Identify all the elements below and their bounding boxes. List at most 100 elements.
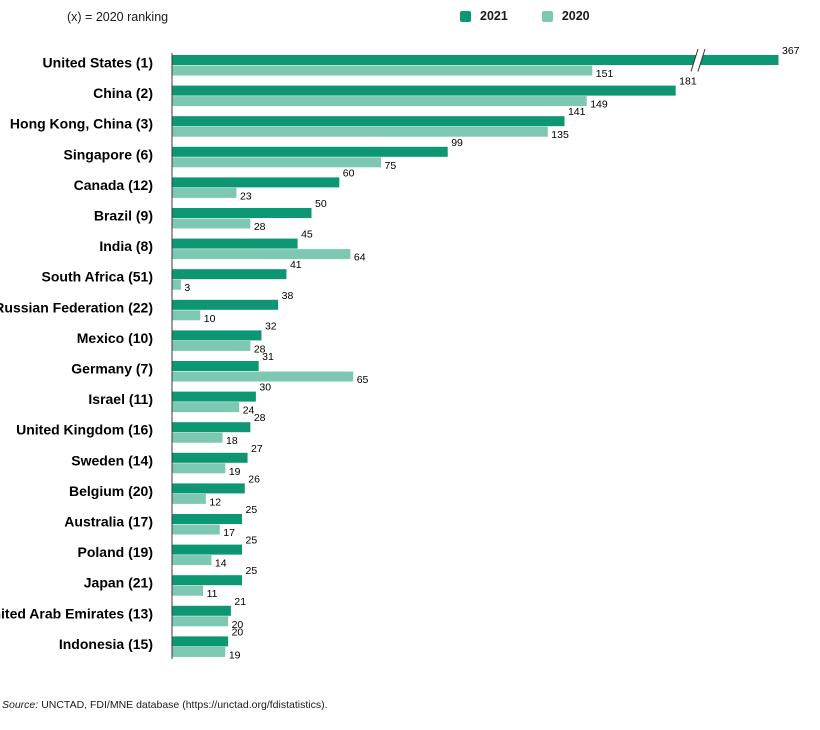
data-label-2020: 18 xyxy=(226,435,238,447)
data-label-2020: 151 xyxy=(596,68,614,80)
data-label-2021: 99 xyxy=(451,137,463,149)
data-label-2020: 19 xyxy=(229,466,241,478)
legend-label-2021: 2021 xyxy=(480,9,508,23)
bar-2020 xyxy=(172,218,251,229)
category-label: Brazil (9) xyxy=(94,208,153,224)
bar-chart: United States (1) 367 151 China (2) 181 149 Ho… xyxy=(0,45,800,661)
axis-break-mark xyxy=(690,48,706,72)
data-label-2020: 24 xyxy=(243,405,255,417)
data-label-2020: 10 xyxy=(204,313,216,325)
bar-2021 xyxy=(172,55,779,65)
category-label: Poland (19) xyxy=(78,544,153,560)
bar-2021 xyxy=(172,452,248,463)
data-label-2021: 27 xyxy=(251,443,263,455)
bar-2020 xyxy=(172,157,381,168)
category-label: Hong Kong, China (3) xyxy=(10,116,153,132)
bar-2021 xyxy=(172,361,259,371)
data-label-2020: 14 xyxy=(215,558,227,570)
data-label-2021: 38 xyxy=(282,290,294,302)
data-label-2020: 64 xyxy=(354,252,366,264)
data-label-2020: 23 xyxy=(240,190,252,202)
category-label: Germany (7) xyxy=(71,361,153,377)
legend-item-2021: 2021 xyxy=(460,9,508,23)
bar-2020 xyxy=(172,279,181,290)
bar-2020 xyxy=(172,463,226,474)
legend-swatch-2020 xyxy=(541,10,553,22)
source-label: Source: xyxy=(2,699,39,711)
bar-2020 xyxy=(172,524,220,535)
bar-2021 xyxy=(172,238,298,249)
category-label: Israel (11) xyxy=(88,391,153,407)
category-label: United States (1) xyxy=(43,55,153,71)
bar-2020 xyxy=(172,616,229,627)
data-label-2021: 32 xyxy=(265,320,277,332)
category-label: Mexico (10) xyxy=(77,330,153,346)
category-label: Indonesia (15) xyxy=(59,636,153,652)
data-label-2020: 19 xyxy=(229,649,241,661)
category-label: United Kingdom (16) xyxy=(16,422,153,438)
legend: 2021 2020 xyxy=(460,9,624,23)
data-label-2021: 181 xyxy=(679,76,697,88)
bar-2021 xyxy=(172,636,229,647)
category-label: Canada (12) xyxy=(74,177,153,193)
bar-2021 xyxy=(172,299,279,310)
data-label-2021: 25 xyxy=(246,565,258,577)
bar-2020 xyxy=(172,65,593,76)
axis-break-gap xyxy=(691,49,705,72)
bar-2021 xyxy=(172,514,242,524)
bar-2021 xyxy=(172,269,287,280)
bar-2021 xyxy=(172,422,251,433)
data-label-2020: 28 xyxy=(254,221,266,233)
legend-item-2020: 2020 xyxy=(541,9,590,23)
data-label-2020: 3 xyxy=(184,282,190,294)
bar-2020 xyxy=(172,432,223,443)
bar-2020 xyxy=(172,402,240,413)
data-label-2020: 20 xyxy=(232,619,244,631)
category-label: South Africa (51) xyxy=(42,269,154,285)
data-label-2021: 141 xyxy=(568,106,586,118)
ranking-note: (x) = 2020 ranking xyxy=(67,10,169,24)
source-text: UNCTAD, FDI/MNE database (https://unctad… xyxy=(41,699,328,711)
bar-2020 xyxy=(172,187,237,198)
data-label-2021: 26 xyxy=(248,473,260,485)
bar-2020 xyxy=(172,493,206,504)
axis-break-line xyxy=(697,48,706,72)
category-label: China (2) xyxy=(93,85,153,101)
bar-2021 xyxy=(172,483,245,494)
data-label-2021: 25 xyxy=(246,535,258,547)
bar-2020 xyxy=(172,340,251,351)
legend-swatch-2021 xyxy=(460,10,471,22)
bar-2020 xyxy=(172,646,226,657)
data-label-2021: 31 xyxy=(262,351,274,363)
data-label-2020: 135 xyxy=(551,129,569,141)
data-label-2021: 28 xyxy=(254,412,266,424)
data-label-2021: 25 xyxy=(246,504,258,516)
bar-2021 xyxy=(172,116,565,127)
bar-2021 xyxy=(172,177,340,188)
bar-2021 xyxy=(172,544,242,555)
category-label: Australia (17) xyxy=(64,514,153,530)
bar-2021 xyxy=(172,146,448,157)
bar-2021 xyxy=(172,575,242,586)
bar-2021 xyxy=(172,391,256,402)
data-label-2020: 17 xyxy=(223,527,235,539)
category-label: Singapore (6) xyxy=(64,146,153,162)
data-label-2020: 11 xyxy=(207,588,218,600)
category-label: Sweden (14) xyxy=(71,452,153,468)
legend-label-2020: 2020 xyxy=(561,9,590,23)
bar-2020 xyxy=(172,310,201,321)
data-label-2021: 50 xyxy=(315,198,327,210)
category-label: Belgium (20) xyxy=(69,483,153,499)
bar-2020 xyxy=(172,249,351,260)
bar-2021 xyxy=(172,330,262,341)
data-label-2021: 367 xyxy=(782,45,800,57)
data-label-2021: 21 xyxy=(234,596,246,608)
category-label: Japan (21) xyxy=(84,575,153,591)
axis-break-line xyxy=(690,48,699,72)
data-label-2020: 28 xyxy=(254,343,266,355)
bar-2021 xyxy=(172,208,312,218)
bar-2020 xyxy=(172,126,548,137)
bar-2020 xyxy=(172,585,204,596)
bar-2020 xyxy=(172,555,212,566)
data-label-2020: 12 xyxy=(209,496,221,508)
